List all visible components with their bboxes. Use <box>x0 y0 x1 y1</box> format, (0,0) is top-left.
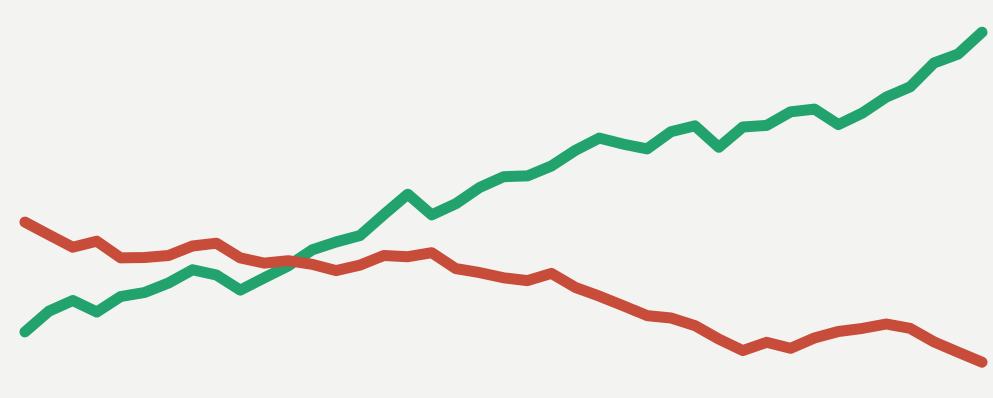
series-line-1 <box>19 26 988 338</box>
series-line-2 <box>19 216 988 368</box>
